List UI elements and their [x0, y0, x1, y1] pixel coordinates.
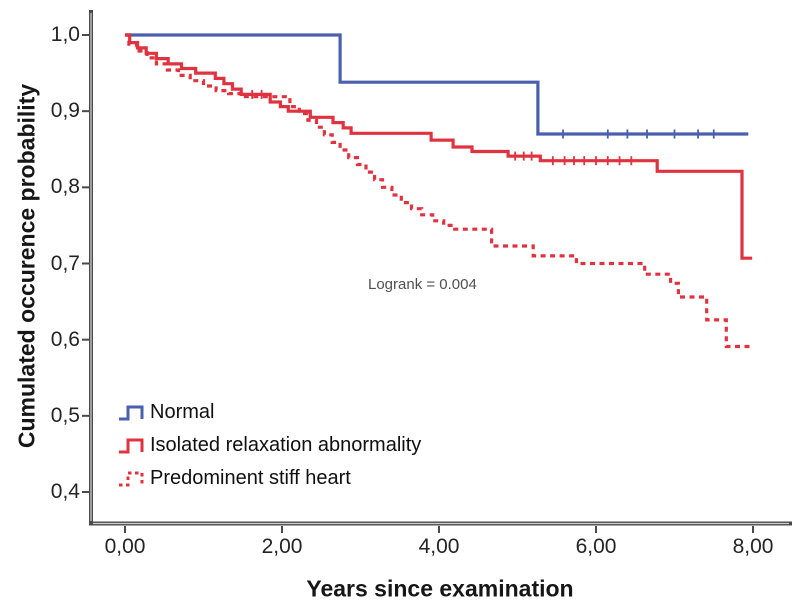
x-axis-title: Years since examination [306, 575, 574, 602]
x-tick-label: 8,00 [732, 535, 774, 558]
axis-ticks [82, 34, 754, 533]
axis-lines [89, 10, 792, 526]
x-tick-label: 4,00 [418, 535, 460, 558]
y-tick-label: 0,6 [50, 327, 80, 351]
y-tick-label: 0,7 [50, 251, 80, 275]
legend-item-normal: Normal [116, 396, 421, 429]
legend-label: Predominent stiff heart [150, 467, 351, 489]
series-isolated-relaxation-abnormality [125, 33, 753, 260]
y-tick-label: 1,0 [50, 23, 80, 46]
step-line-marker-icon [119, 471, 144, 486]
legend-label: Isolated relaxation abnormality [150, 434, 422, 456]
step-line-marker-icon [119, 438, 144, 453]
step-line-marker-icon [119, 405, 144, 420]
series-normal [125, 33, 749, 136]
logrank-annotation: Logrank = 0.004 [368, 276, 477, 293]
survival-curves [125, 33, 753, 349]
x-tick-label: 0,00 [104, 535, 146, 558]
y-tick-label: 0,5 [50, 403, 80, 427]
legend: Normal Isolated relaxation abnormality P… [116, 396, 421, 495]
y-tick-label: 0,9 [50, 99, 80, 123]
legend-label: Normal [150, 401, 215, 423]
y-tick-label: 0,4 [50, 480, 80, 503]
x-tick-label: 6,00 [575, 535, 617, 558]
x-tick-label: 2,00 [261, 535, 303, 558]
y-tick-label: 0,8 [50, 175, 80, 199]
legend-item-isolated-relaxation-abnormality: Isolated relaxation abnormality [116, 429, 421, 462]
legend-item-predominent-stiff-heart: Predominent stiff heart [116, 462, 421, 495]
